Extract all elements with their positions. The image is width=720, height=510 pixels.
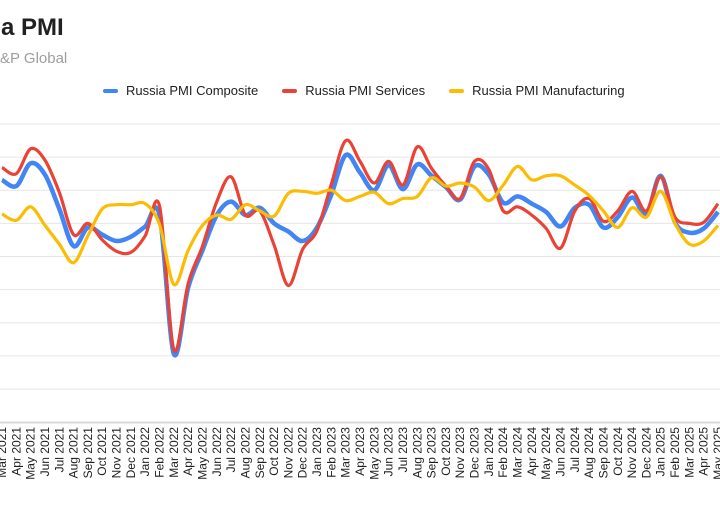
x-axis-labels: Mar 2021 Apr 2021 May 2021 Jun 2021 Jul 2021… (0, 427, 720, 480)
x-axis-label: Jun 2021 (38, 427, 52, 477)
x-axis-label: Dec 2022 (296, 427, 310, 479)
x-axis-label: Nov 2024 (625, 427, 639, 479)
composite-series-swatch-icon (103, 88, 118, 93)
x-axis-label: Jul 2023 (396, 427, 410, 473)
x-axis-label: Jan 2023 (310, 427, 324, 477)
x-axis-label: May 2022 (195, 427, 209, 480)
x-axis-label: Jul 2021 (52, 427, 66, 473)
chart-legend: Russia PMI Composite Russia PMI Services… (103, 83, 625, 98)
x-axis-label: Nov 2022 (281, 427, 295, 479)
chart-subtitle: &P Global (0, 50, 68, 67)
x-axis-label: Feb 2025 (668, 427, 682, 478)
series-lines (0, 138, 720, 358)
legend-label-manufacturing: Russia PMI Manufacturing (472, 83, 625, 98)
x-axis-label: Jan 2024 (482, 427, 496, 477)
x-axis-label: Sep 2022 (253, 427, 267, 479)
services-line (1, 138, 720, 353)
x-axis-label: Jun 2023 (382, 427, 396, 477)
gridlines (0, 123, 720, 424)
x-axis-label: Jul 2022 (224, 427, 238, 473)
x-axis-label: Jan 2025 (654, 427, 668, 477)
x-axis-label: Mar 2022 (167, 427, 181, 478)
legend-item-composite: Russia PMI Composite (103, 83, 258, 98)
x-axis-label: Sep 2021 (81, 427, 95, 479)
x-axis-label: May 2021 (24, 427, 38, 480)
x-axis-label: Feb 2022 (153, 427, 167, 478)
x-axis-label: Feb 2024 (496, 427, 510, 478)
x-axis-label: Oct 2022 (267, 427, 281, 476)
x-axis-label: May 2023 (367, 427, 381, 480)
x-axis-label: Jun 2022 (210, 427, 224, 477)
manufacturing-series-swatch-icon (449, 88, 465, 93)
services-series-swatch-icon (282, 88, 298, 93)
manufacturing-line (1, 164, 720, 287)
x-axis-label: Aug 2021 (67, 427, 81, 479)
x-axis-label: Jul 2024 (568, 427, 582, 473)
x-axis-label: Aug 2024 (582, 427, 596, 479)
x-axis-label: May 2025 (711, 427, 720, 480)
x-axis-label: Dec 2024 (639, 427, 653, 479)
x-axis-label: Apr 2023 (353, 427, 367, 476)
x-axis-label: Oct 2023 (439, 427, 453, 476)
x-axis-label: Mar 2024 (511, 427, 525, 478)
x-axis-label: Nov 2023 (453, 427, 467, 479)
legend-label-composite: Russia PMI Composite (126, 83, 259, 98)
x-axis-label: Feb 2023 (324, 427, 338, 478)
legend-item-services: Russia PMI Services (282, 83, 425, 98)
x-axis-label: Dec 2023 (468, 427, 482, 479)
x-axis-label: May 2024 (539, 427, 553, 480)
x-axis-label: Jan 2022 (138, 427, 152, 477)
x-axis-label: Apr 2022 (181, 427, 195, 476)
x-axis-label: Sep 2023 (425, 427, 439, 479)
x-axis-label: Dec 2021 (124, 427, 138, 479)
x-axis-label: Oct 2024 (611, 427, 625, 476)
legend-item-manufacturing: Russia PMI Manufacturing (449, 83, 625, 98)
x-axis-label: Aug 2022 (238, 427, 252, 479)
x-axis-label: Nov 2021 (110, 427, 124, 479)
composite-line (0, 152, 720, 358)
x-axis-label: Mar 2025 (682, 427, 696, 478)
x-axis-label: Apr 2021 (9, 427, 23, 476)
x-axis-label: Apr 2025 (697, 427, 711, 476)
legend-label-services: Russia PMI Services (305, 83, 426, 98)
x-axis-label: Apr 2024 (525, 427, 539, 476)
x-axis-label: Sep 2024 (596, 427, 610, 479)
x-axis-label: Oct 2021 (95, 427, 109, 476)
x-axis-label: Aug 2023 (410, 427, 424, 479)
chart-title: a PMI (1, 14, 64, 41)
x-axis-label: Mar 2021 (0, 427, 9, 478)
x-axis-label: Jun 2024 (553, 427, 567, 477)
x-axis-label: Mar 2023 (339, 427, 353, 478)
